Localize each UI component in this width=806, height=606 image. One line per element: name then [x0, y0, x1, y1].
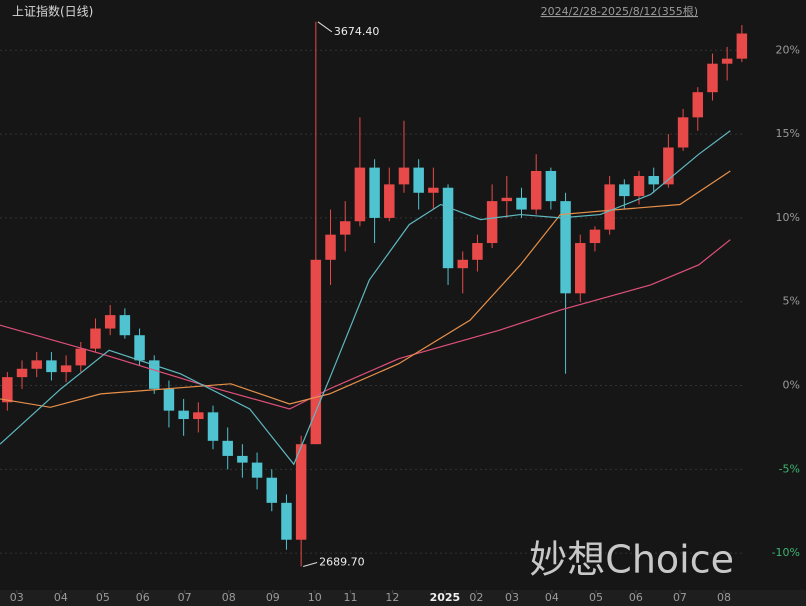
x-tick-label: 10 — [308, 591, 322, 604]
candle-body — [354, 167, 366, 222]
candle-body — [472, 243, 483, 260]
candle-body — [251, 462, 263, 478]
candle-body — [442, 187, 454, 269]
candle-body — [2, 377, 13, 403]
candle-body — [398, 167, 410, 185]
candle-body — [545, 170, 557, 202]
candle-body — [119, 315, 131, 336]
candle-body — [339, 221, 351, 235]
candle-body — [46, 360, 57, 373]
candle-body — [178, 410, 189, 420]
candle-body — [589, 229, 601, 244]
candle-body — [736, 33, 748, 59]
y-tick-label: 0% — [783, 379, 800, 392]
candle-body — [266, 477, 278, 503]
y-tick-label: 15% — [776, 127, 800, 140]
annotation-arrow — [303, 562, 318, 568]
candle-body — [501, 197, 513, 202]
candle-body — [619, 184, 630, 197]
x-axis-band — [0, 590, 806, 606]
candle-body — [207, 412, 219, 441]
candle-body — [633, 175, 645, 197]
candle-body — [310, 259, 322, 445]
candle-body — [530, 170, 542, 210]
candle-body — [428, 187, 439, 193]
x-tick-label: 11 — [343, 591, 357, 604]
y-tick-label: 5% — [783, 295, 800, 308]
candle-body — [149, 360, 160, 389]
x-tick-label: 07 — [178, 591, 192, 604]
candle-body — [707, 63, 718, 93]
candle-body — [413, 167, 424, 193]
candle-body — [295, 444, 307, 540]
candle-body — [16, 368, 28, 378]
candle-body — [486, 201, 498, 244]
candle-body — [90, 328, 101, 349]
annotation-label: 3674.40 — [334, 25, 380, 38]
x-tick-label: 06 — [629, 591, 643, 604]
y-tick-label: -5% — [779, 462, 800, 475]
x-tick-label: 09 — [266, 591, 280, 604]
candle-body — [163, 388, 175, 411]
candle-body — [457, 259, 468, 269]
moving-average-line — [0, 130, 731, 466]
candle-body — [560, 201, 571, 294]
candle-body — [31, 360, 42, 369]
x-tick-label: 05 — [96, 591, 110, 604]
x-tick-label: 08 — [222, 591, 236, 604]
x-tick-label: 04 — [54, 591, 68, 604]
candle-body — [677, 117, 689, 148]
candle-body — [104, 315, 116, 329]
date-range[interactable]: 2024/2/28-2025/8/12(355根) — [541, 4, 698, 18]
candle-body — [60, 365, 72, 373]
candle-body — [134, 335, 145, 361]
candle-body — [369, 167, 380, 218]
candle-body — [516, 197, 527, 210]
annotation-label: 2689.70 — [319, 556, 365, 569]
candle-body — [648, 175, 659, 185]
candle-body — [721, 58, 733, 64]
x-tick-label: 08 — [717, 591, 731, 604]
candle-body — [604, 184, 615, 230]
x-tick-label: 07 — [673, 591, 687, 604]
y-tick-label: 10% — [776, 211, 800, 224]
x-tick-label: 12 — [385, 591, 399, 604]
x-tick-label: 05 — [589, 591, 603, 604]
x-tick-label: 06 — [136, 591, 150, 604]
candle-body — [193, 412, 204, 420]
x-tick-label: 04 — [545, 591, 559, 604]
x-tick-label: 03 — [10, 591, 24, 604]
chart-title: 上证指数(日线) — [12, 4, 93, 19]
watermark: 妙想Choice — [529, 538, 734, 582]
x-tick-label: 02 — [469, 591, 483, 604]
candle-body — [222, 440, 233, 456]
candle-body — [237, 455, 248, 463]
candle-body — [325, 234, 336, 260]
candle-body — [384, 184, 395, 218]
annotation-arrow — [317, 21, 333, 33]
x-tick-label: 2025 — [430, 591, 461, 604]
candle-body — [575, 243, 586, 294]
candle-body — [692, 92, 704, 118]
x-tick-label: 03 — [505, 591, 519, 604]
candle-body — [281, 502, 292, 540]
candle-body — [663, 147, 674, 185]
candle-body — [75, 348, 87, 366]
moving-average-line — [0, 239, 731, 410]
y-tick-label: -10% — [772, 546, 800, 559]
y-tick-label: 20% — [776, 43, 800, 56]
moving-average-line — [0, 170, 731, 408]
